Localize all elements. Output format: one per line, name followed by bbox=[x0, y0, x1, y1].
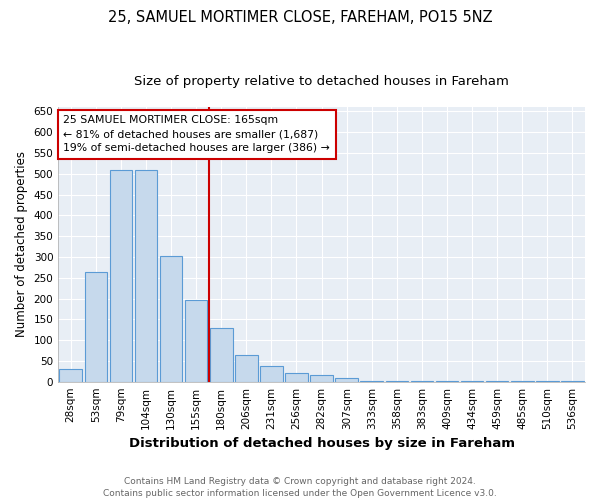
Bar bbox=[386, 381, 408, 382]
Bar bbox=[210, 328, 233, 382]
Bar bbox=[461, 381, 484, 382]
Bar bbox=[285, 372, 308, 382]
Bar bbox=[110, 170, 132, 382]
Text: Contains HM Land Registry data © Crown copyright and database right 2024.
Contai: Contains HM Land Registry data © Crown c… bbox=[103, 476, 497, 498]
Bar bbox=[335, 378, 358, 382]
Bar bbox=[561, 381, 584, 382]
Bar bbox=[310, 376, 333, 382]
Bar bbox=[85, 272, 107, 382]
Title: Size of property relative to detached houses in Fareham: Size of property relative to detached ho… bbox=[134, 75, 509, 88]
Y-axis label: Number of detached properties: Number of detached properties bbox=[15, 152, 28, 338]
Bar bbox=[486, 381, 508, 382]
Bar bbox=[59, 369, 82, 382]
X-axis label: Distribution of detached houses by size in Fareham: Distribution of detached houses by size … bbox=[128, 437, 515, 450]
Bar bbox=[436, 381, 458, 382]
Bar bbox=[185, 300, 208, 382]
Text: 25, SAMUEL MORTIMER CLOSE, FAREHAM, PO15 5NZ: 25, SAMUEL MORTIMER CLOSE, FAREHAM, PO15… bbox=[107, 10, 493, 25]
Text: 25 SAMUEL MORTIMER CLOSE: 165sqm
← 81% of detached houses are smaller (1,687)
19: 25 SAMUEL MORTIMER CLOSE: 165sqm ← 81% o… bbox=[64, 116, 330, 154]
Bar bbox=[410, 381, 433, 382]
Bar bbox=[536, 381, 559, 382]
Bar bbox=[134, 170, 157, 382]
Bar bbox=[160, 256, 182, 382]
Bar bbox=[511, 381, 533, 382]
Bar bbox=[361, 381, 383, 382]
Bar bbox=[235, 354, 257, 382]
Bar bbox=[260, 366, 283, 382]
